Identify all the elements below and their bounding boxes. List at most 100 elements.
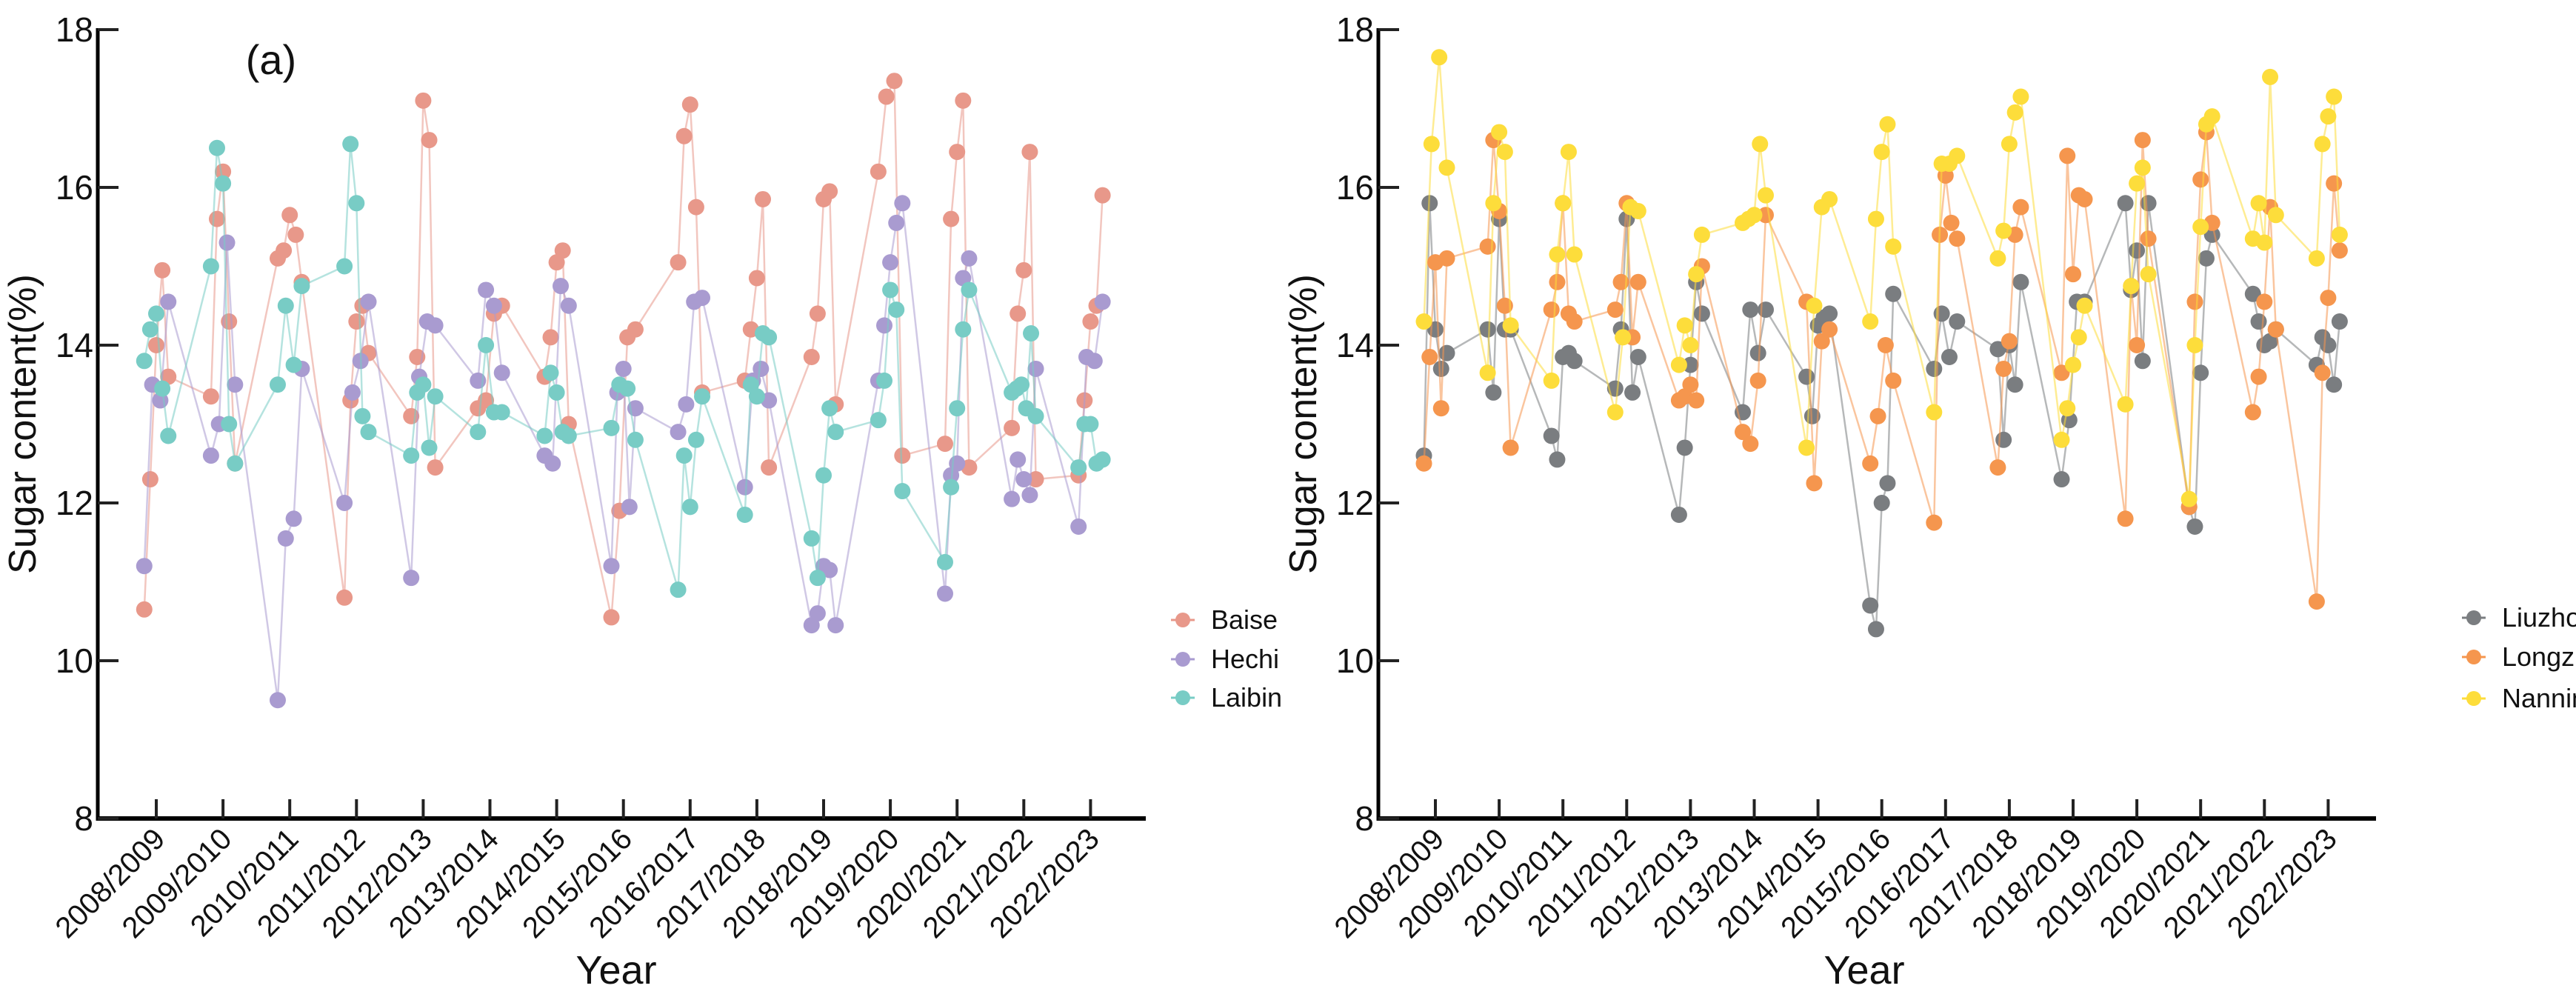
- data-point: [2059, 400, 2076, 417]
- data-point: [1070, 459, 1087, 476]
- data-point: [208, 139, 225, 156]
- data-point: [548, 384, 565, 401]
- data-point: [1438, 344, 1455, 361]
- data-point: [1023, 325, 1040, 342]
- y-tick-label: 8: [74, 799, 93, 838]
- data-point: [281, 207, 298, 224]
- data-point: [809, 570, 826, 587]
- data-point: [1693, 305, 1710, 322]
- data-point: [2250, 368, 2267, 385]
- data-point: [1757, 301, 1774, 319]
- data-point: [1926, 360, 1943, 377]
- data-point: [1941, 348, 1958, 365]
- y-axis-title: Sugar content(%): [1, 274, 44, 574]
- data-point: [227, 376, 244, 393]
- chart-panel-a: 810121416182008/20092009/20102010/201120…: [1, 10, 1282, 993]
- data-point: [2117, 195, 2134, 212]
- data-point: [2134, 132, 2151, 149]
- legend-swatch-dot: [1175, 652, 1190, 667]
- data-point: [1873, 144, 1890, 161]
- data-point: [875, 372, 892, 389]
- data-point: [1995, 222, 2012, 239]
- data-point: [202, 258, 219, 275]
- data-point: [2065, 266, 2081, 283]
- data-point: [1415, 455, 1432, 472]
- data-point: [621, 498, 638, 516]
- data-point: [2065, 356, 2081, 373]
- data-point: [1873, 495, 1890, 511]
- data-point: [821, 561, 838, 578]
- data-point: [215, 175, 232, 192]
- data-point: [748, 388, 765, 405]
- data-point: [2053, 431, 2070, 448]
- data-point: [1086, 353, 1103, 370]
- data-point: [886, 73, 903, 90]
- data-point: [627, 431, 644, 448]
- legend: Baise Hechi Laibin: [1171, 604, 1282, 713]
- data-point: [681, 96, 698, 113]
- data-point: [761, 459, 778, 476]
- data-point: [2186, 293, 2203, 310]
- data-point: [943, 479, 960, 496]
- data-point: [1013, 376, 1030, 393]
- data-point: [2186, 337, 2203, 353]
- data-point: [2256, 293, 2273, 310]
- legend-swatch-dot: [2466, 650, 2481, 664]
- y-axis-title: Sugar content(%): [1282, 274, 1325, 574]
- data-point: [1004, 419, 1021, 436]
- data-point: [478, 337, 495, 353]
- data-point: [943, 210, 960, 227]
- data-point: [208, 210, 225, 227]
- data-point: [348, 195, 365, 212]
- data-point: [1021, 487, 1038, 504]
- data-point: [748, 270, 765, 287]
- data-point: [2256, 234, 2273, 251]
- data-point: [2314, 136, 2331, 153]
- legend-item-hechi: Hechi: [1171, 644, 1279, 674]
- data-point: [360, 424, 377, 441]
- chart-panel-b: 810121416182008/20092009/20102010/201120…: [1282, 10, 2576, 993]
- data-point: [1479, 238, 1496, 255]
- legend-swatch-dot: [2466, 691, 2481, 706]
- data-point: [1877, 337, 1894, 353]
- data-point: [1010, 451, 1027, 468]
- panel-label: (a): [246, 36, 296, 83]
- data-point: [1491, 124, 1508, 141]
- data-point: [1566, 246, 1583, 263]
- data-point: [1027, 407, 1044, 424]
- data-point: [1415, 313, 1432, 330]
- data-point: [542, 364, 559, 381]
- data-point: [2129, 337, 2146, 353]
- data-point: [1629, 202, 1646, 219]
- data-point: [753, 360, 770, 377]
- data-point: [154, 261, 171, 279]
- data-point: [1995, 431, 2012, 448]
- data-point: [882, 281, 899, 299]
- data-point: [2140, 230, 2157, 247]
- data-point: [1746, 207, 1763, 224]
- data-point: [2198, 250, 2215, 267]
- y-tick-label: 18: [1336, 10, 1374, 49]
- data-point: [949, 400, 966, 417]
- legend-item-longzhou: Longzhou: [2462, 641, 2576, 672]
- data-point: [1813, 333, 1830, 350]
- data-point: [493, 364, 510, 381]
- data-point: [1549, 451, 1566, 468]
- data-point: [1798, 368, 1815, 385]
- data-point: [269, 376, 286, 393]
- data-point: [603, 558, 620, 575]
- data-point: [542, 329, 559, 346]
- data-point: [1549, 273, 1566, 290]
- legend-label: Nanning: [2502, 683, 2576, 713]
- data-point: [1742, 301, 1759, 319]
- data-point: [2129, 175, 2146, 192]
- data-point: [694, 290, 711, 307]
- data-point: [1624, 384, 1641, 401]
- y-tick-label: 16: [56, 168, 93, 207]
- data-point: [2140, 266, 2157, 283]
- data-point: [1749, 372, 1766, 389]
- data-point: [1027, 471, 1044, 488]
- data-point: [1094, 187, 1111, 204]
- data-point: [148, 337, 164, 353]
- data-point: [421, 132, 438, 149]
